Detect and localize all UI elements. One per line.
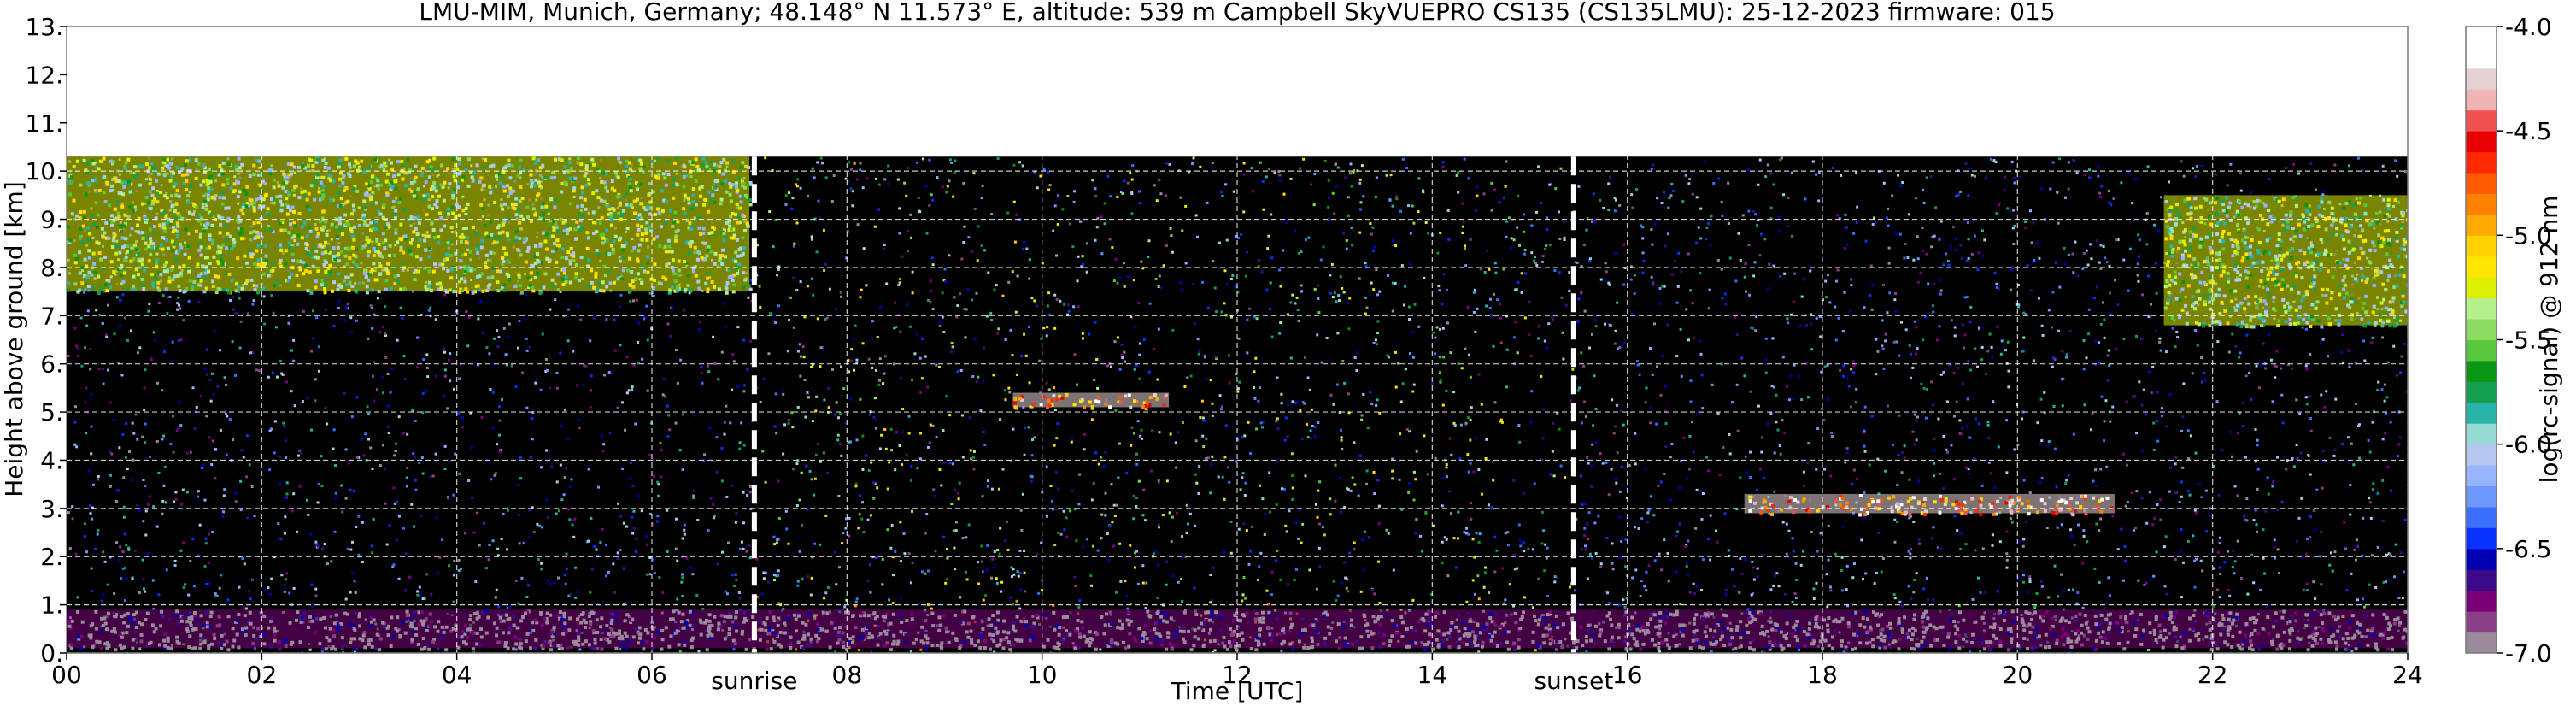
colorbar-segment bbox=[2466, 632, 2497, 654]
feature-cirrus bbox=[2163, 195, 2408, 329]
x-tick-label: 12 bbox=[1222, 661, 1253, 689]
sun-event-lines bbox=[751, 156, 1576, 653]
y-tick-label: 3. bbox=[40, 495, 63, 523]
colorbar-segment bbox=[2466, 465, 2497, 487]
x-tick-label: 18 bbox=[1807, 661, 1838, 689]
y-tick-label: 0. bbox=[40, 639, 63, 668]
colorbar-segment bbox=[2466, 319, 2497, 340]
colorbar-segment bbox=[2466, 214, 2497, 236]
colorbar-tick-label: -4.5 bbox=[2505, 117, 2552, 145]
colorbar-segment bbox=[2466, 339, 2497, 362]
colorbar-segment bbox=[2466, 26, 2497, 48]
sunrise-label: sunrise bbox=[711, 667, 797, 695]
y-tick-label: 7. bbox=[40, 302, 63, 330]
x-tick-label: 00 bbox=[51, 661, 82, 689]
colorbar-segment bbox=[2466, 590, 2497, 612]
colorbar-tick-label: -4.0 bbox=[2505, 13, 2552, 41]
y-tick-label: 6. bbox=[40, 350, 63, 379]
colorbar-tick-label: -7.0 bbox=[2505, 639, 2552, 668]
x-tick-label: 22 bbox=[2198, 661, 2228, 689]
y-tick-label: 11. bbox=[25, 109, 63, 138]
colorbar-tick-label: -5.0 bbox=[2505, 221, 2552, 250]
colorbar-segment bbox=[2466, 569, 2497, 591]
y-tick-label: 2. bbox=[40, 543, 63, 571]
x-tick-label: 14 bbox=[1417, 661, 1448, 689]
x-tick-label: 02 bbox=[247, 661, 278, 689]
y-tick-label: 13. bbox=[25, 13, 63, 41]
colorbar-segment bbox=[2466, 68, 2497, 90]
y-tick-label: 4. bbox=[40, 446, 63, 474]
sun-event-labels: sunrise sunset bbox=[711, 667, 1613, 695]
colorbar-tick-label: -6.5 bbox=[2505, 535, 2552, 563]
colorbar-tick-label: -6.0 bbox=[2505, 431, 2552, 459]
x-tick-label: 20 bbox=[2003, 661, 2033, 689]
colorbar-segment bbox=[2466, 151, 2497, 174]
colorbar-segment bbox=[2466, 527, 2497, 550]
feature-liquid-layer bbox=[1744, 493, 2115, 517]
colorbar-segment bbox=[2466, 381, 2497, 403]
colorbar-segment bbox=[2466, 256, 2497, 278]
colorbar-segment bbox=[2466, 173, 2497, 194]
sunset-label: sunset bbox=[1534, 667, 1613, 695]
colorbar-tick-label: -5.5 bbox=[2505, 327, 2552, 355]
y-axis-label: Height above ground [km] bbox=[0, 181, 28, 497]
colorbar-segment bbox=[2466, 235, 2497, 257]
x-tick-label: 10 bbox=[1027, 661, 1058, 689]
x-tick-label: 04 bbox=[442, 661, 472, 689]
colorbar bbox=[2466, 26, 2497, 654]
x-axis-ticks: 00 02 04 06 08 10 12 14 16 18 20 22 24 bbox=[51, 653, 2423, 689]
colorbar-segment bbox=[2466, 297, 2497, 320]
colorbar-segment bbox=[2466, 444, 2497, 466]
x-tick-label: 16 bbox=[1612, 661, 1643, 689]
colorbar-ticks: -4.0 -4.5 -5.0 -5.5 -6.0 -6.5 -7.0 bbox=[2497, 13, 2552, 668]
backscatter-heatmap bbox=[67, 156, 2408, 653]
colorbar-segment bbox=[2466, 360, 2497, 382]
x-tick-label: 08 bbox=[832, 661, 863, 689]
x-tick-label: 24 bbox=[2392, 661, 2423, 689]
colorbar-segment bbox=[2466, 131, 2497, 153]
colorbar-segment bbox=[2466, 193, 2497, 215]
colorbar-segment bbox=[2466, 423, 2497, 445]
x-axis-label: Time [UTC] bbox=[1171, 677, 1304, 705]
colorbar-label: log(rc-signal) @ 912 nm bbox=[2535, 196, 2563, 484]
y-tick-label: 12. bbox=[25, 61, 63, 89]
colorbar-segment bbox=[2466, 89, 2497, 111]
colorbar-segment bbox=[2466, 402, 2497, 424]
y-tick-label: 10. bbox=[25, 157, 63, 185]
y-tick-label: 5. bbox=[40, 398, 63, 427]
colorbar-segment bbox=[2466, 47, 2497, 69]
colorbar-segment bbox=[2466, 506, 2497, 528]
y-tick-label: 1. bbox=[40, 591, 63, 620]
colorbar-segment bbox=[2466, 485, 2497, 508]
grid bbox=[67, 26, 2408, 653]
colorbar-segment bbox=[2466, 277, 2497, 299]
feature-boundary-layer-aerosol bbox=[67, 609, 2408, 652]
chart-title: LMU-MIM, Munich, Germany; 48.148° N 11.5… bbox=[419, 0, 2055, 26]
feature-liquid-layer bbox=[1012, 392, 1170, 411]
colorbar-segment bbox=[2466, 548, 2497, 570]
colorbar-segment bbox=[2466, 109, 2497, 132]
colorbar-segment bbox=[2466, 611, 2497, 633]
feature-cirrus bbox=[67, 156, 753, 296]
y-tick-label: 9. bbox=[40, 206, 63, 234]
y-axis-ticks: 0. 1. 2. 3. 4. 5. 6. 7. 8. 9. 10. 11. 12. 13. bbox=[25, 13, 67, 668]
y-tick-label: 8. bbox=[40, 254, 63, 282]
x-tick-label: 06 bbox=[637, 661, 667, 689]
